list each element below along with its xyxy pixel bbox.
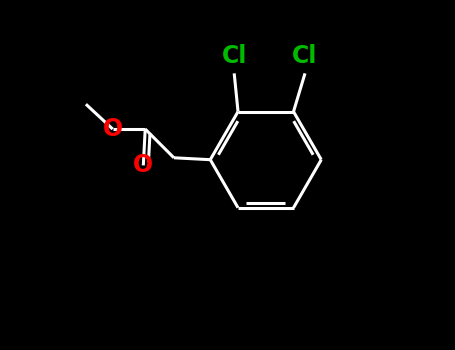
Text: Cl: Cl	[222, 44, 247, 68]
Text: O: O	[133, 153, 153, 177]
Text: O: O	[103, 117, 123, 141]
Text: Cl: Cl	[292, 44, 318, 68]
